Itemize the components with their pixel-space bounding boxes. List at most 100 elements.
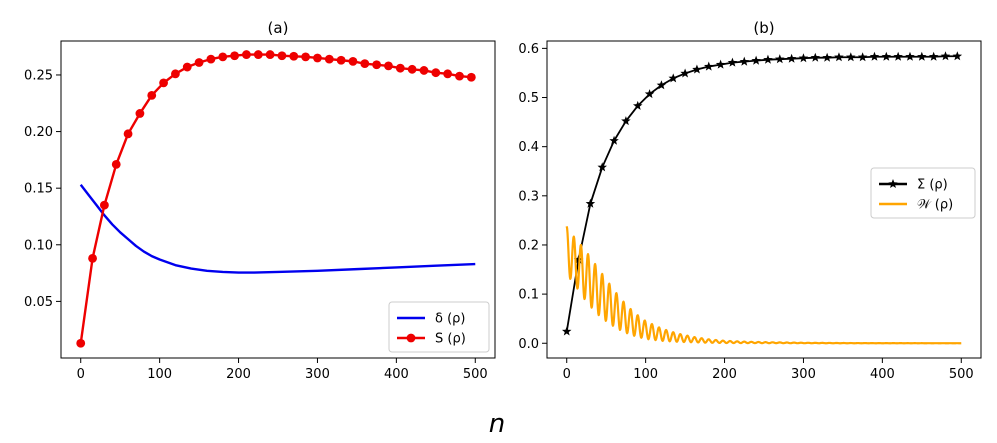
legend-label: 𝒲 (ρ) <box>917 198 953 213</box>
series-line-w-rho <box>565 226 962 345</box>
panel-a-series <box>76 50 476 348</box>
data-point-sigma-rho <box>692 64 702 74</box>
data-point-s-rho <box>135 109 145 118</box>
x-tick-label: 200 <box>226 367 251 382</box>
data-point-sigma-rho <box>597 162 607 172</box>
data-point-sigma-rho <box>621 116 631 126</box>
y-tick-label: 0.25 <box>24 68 53 83</box>
data-point-s-rho <box>336 55 346 65</box>
data-point-sigma-rho <box>881 51 892 61</box>
panel-a-ticks: 0 100 200 300 400 500 0.05 0.10 0.15 0.20 0.25 <box>24 68 488 382</box>
panel-b-legend: Σ (ρ) 𝒲 (ρ) <box>870 167 976 219</box>
data-point-s-rho <box>111 160 121 169</box>
data-point-s-rho <box>242 50 251 59</box>
data-point-sigma-rho <box>869 51 880 61</box>
y-tick-label: 0.2 <box>518 238 539 253</box>
data-point-s-rho <box>194 58 204 67</box>
y-tick-label: 0.3 <box>518 189 539 204</box>
panel-a-legend: δ (ρ) S (ρ) <box>388 301 490 353</box>
y-tick-label: 0.6 <box>518 42 539 57</box>
data-point-s-rho <box>348 56 358 66</box>
data-point-sigma-rho <box>928 51 939 61</box>
shared-x-axis-label: n <box>489 409 505 439</box>
x-tick-label: 300 <box>791 367 816 382</box>
data-point-s-rho <box>301 52 311 62</box>
data-point-s-rho <box>289 51 299 61</box>
data-point-s-rho <box>182 62 192 72</box>
data-point-sigma-rho <box>905 51 915 61</box>
data-point-sigma-rho <box>656 80 667 90</box>
data-point-sigma-rho <box>609 135 619 145</box>
data-point-s-rho <box>384 61 393 71</box>
data-point-sigma-rho <box>798 53 809 63</box>
data-point-sigma-rho <box>715 59 726 69</box>
data-point-sigma-rho <box>644 89 655 99</box>
data-point-s-rho <box>253 50 263 59</box>
data-point-sigma-rho <box>775 54 785 64</box>
x-tick-label: 100 <box>147 367 172 382</box>
x-tick-label: 0 <box>77 367 85 382</box>
data-point-s-rho <box>230 51 240 61</box>
data-point-s-rho <box>76 338 86 348</box>
data-point-s-rho <box>206 54 216 64</box>
y-tick-label: 0.05 <box>24 295 53 310</box>
data-point-s-rho <box>265 50 275 59</box>
x-tick-label: 500 <box>463 367 488 382</box>
data-point-s-rho <box>277 51 287 61</box>
y-tick-label: 0.20 <box>24 125 53 140</box>
data-point-s-rho <box>100 200 109 210</box>
data-point-s-rho <box>443 69 453 79</box>
y-tick-label: 0.5 <box>518 91 539 106</box>
data-point-sigma-rho <box>786 53 797 63</box>
y-tick-label: 0.15 <box>24 182 53 197</box>
x-tick-label: 400 <box>870 367 895 382</box>
data-point-s-rho <box>372 60 382 70</box>
data-point-s-rho <box>123 129 133 139</box>
legend-label: Σ (ρ) <box>917 178 948 193</box>
x-tick-label: 100 <box>633 367 658 382</box>
chart-panel-b: 0 100 200 300 400 500 0.0 0.1 0.2 0.3 0.4 0.5 0.6 (b… <box>518 19 982 382</box>
data-point-sigma-rho <box>632 100 643 110</box>
y-tick-label: 0.0 <box>518 337 539 352</box>
data-point-sigma-rho <box>561 326 572 336</box>
chart-panel-a: 0 100 200 300 400 500 0.05 0.10 0.15 0.20 0.25 (a)… <box>24 19 496 382</box>
data-point-sigma-rho <box>834 52 844 62</box>
data-point-s-rho <box>466 72 476 82</box>
data-point-sigma-rho <box>739 56 750 66</box>
data-point-s-rho <box>455 71 464 81</box>
data-point-sigma-rho <box>810 52 821 62</box>
data-point-sigma-rho <box>917 51 927 61</box>
y-tick-label: 0.1 <box>518 288 539 303</box>
data-point-sigma-rho <box>952 51 963 61</box>
data-point-sigma-rho <box>857 52 868 62</box>
data-point-sigma-rho <box>940 51 951 61</box>
series-line-delta-rho <box>79 184 476 274</box>
x-tick-label: 300 <box>305 367 330 382</box>
legend-marker <box>888 179 898 189</box>
data-point-sigma-rho <box>822 52 832 62</box>
x-tick-label: 0 <box>563 367 571 382</box>
series-line-s-rho <box>79 53 472 344</box>
panel-a-title: (a) <box>268 19 289 37</box>
data-point-sigma-rho <box>704 61 714 71</box>
legend-marker <box>406 333 416 343</box>
data-point-sigma-rho <box>727 57 738 67</box>
data-point-s-rho <box>88 253 97 263</box>
data-point-s-rho <box>218 52 228 62</box>
data-point-s-rho <box>171 69 180 79</box>
data-point-s-rho <box>159 78 168 88</box>
data-point-sigma-rho <box>751 55 761 65</box>
legend-label: δ (ρ) <box>435 312 465 327</box>
data-point-sigma-rho <box>846 52 856 62</box>
data-point-s-rho <box>360 59 370 69</box>
data-point-s-rho <box>313 53 322 63</box>
x-tick-label: 500 <box>949 367 974 382</box>
data-point-sigma-rho <box>680 68 690 78</box>
x-tick-label: 200 <box>712 367 737 382</box>
data-point-sigma-rho <box>585 198 596 208</box>
x-tick-label: 400 <box>384 367 409 382</box>
data-point-s-rho <box>407 64 417 74</box>
data-point-s-rho <box>324 54 334 64</box>
legend-box <box>870 167 976 219</box>
